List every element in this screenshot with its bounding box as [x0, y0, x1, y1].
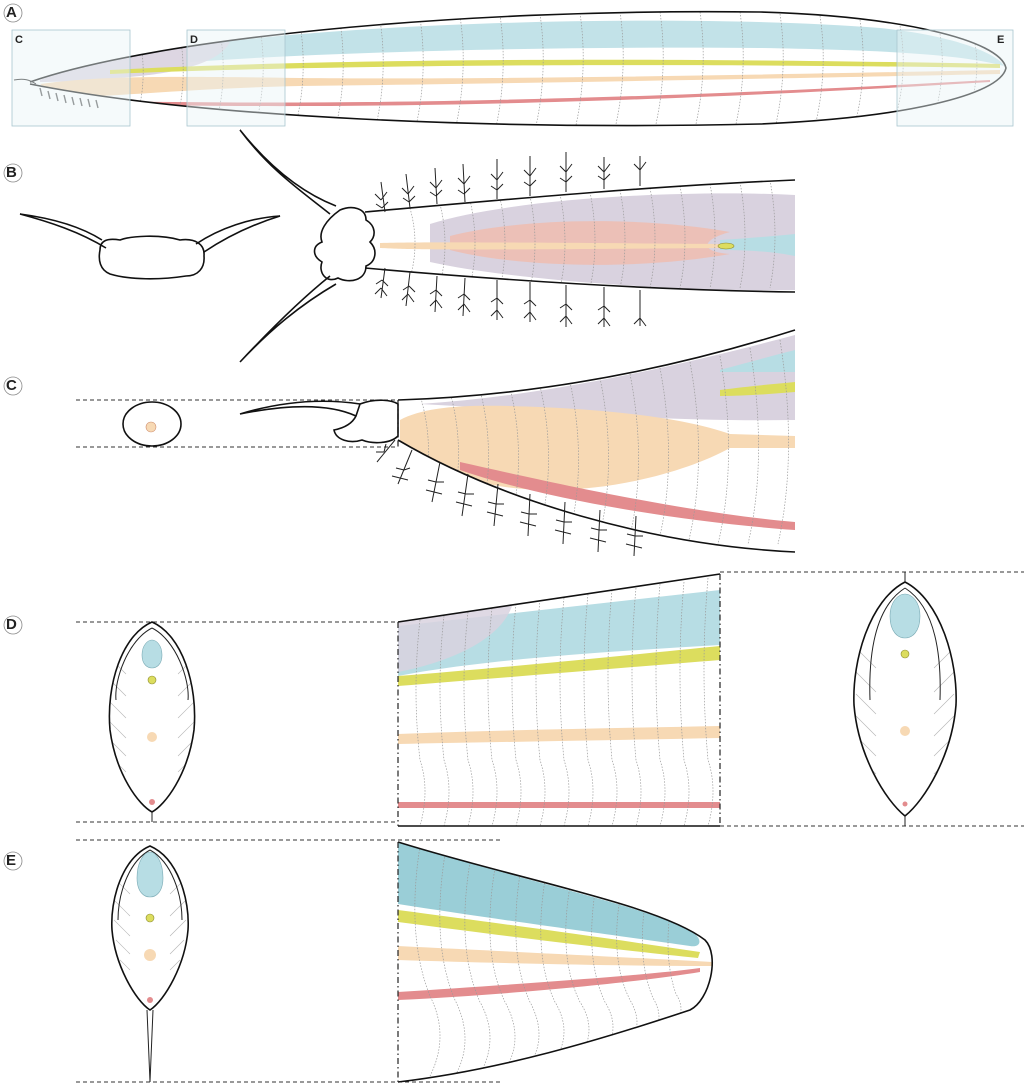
gut-a: [40, 70, 1000, 98]
inset-box-d: [186, 29, 286, 127]
head-region-d: [398, 604, 512, 672]
panel-label-a: A: [6, 4, 17, 21]
gut-section-d1: [147, 732, 157, 742]
gut-d: [398, 726, 720, 744]
gut-b: [380, 242, 720, 250]
fin-section-e: [136, 851, 164, 898]
fin-section-d2: [889, 593, 921, 639]
pharynx-b: [450, 221, 730, 265]
fin-d: [398, 590, 720, 676]
panel-c: C: [3, 329, 796, 557]
notochord-section-e: [145, 913, 155, 923]
panel-label-a-ring: [3, 3, 23, 23]
panel-label-c-ring: [3, 376, 23, 396]
notochord-d: [398, 646, 720, 686]
inset-box-label-e: E: [997, 34, 1004, 46]
fin-b: [720, 234, 795, 256]
gut-c: [400, 405, 795, 490]
lateral-view-mid: [397, 573, 721, 827]
fin-section-d1: [141, 639, 163, 669]
tentacle-upper-b: [239, 129, 337, 215]
dorsal-view-body: [239, 129, 796, 363]
head-region-c: [420, 335, 795, 421]
inset-box-label-d: D: [190, 34, 198, 46]
lateral-view-anterior: [239, 329, 796, 557]
ventral-spines-a: [39, 87, 99, 109]
notochord-e: [398, 910, 700, 958]
vessel-section-d1: [149, 799, 155, 805]
notochord-c: [720, 382, 795, 396]
whole-body-outline: [13, 10, 1007, 127]
head-capsule-b: [313, 206, 376, 282]
cross-section-d-posterior: [853, 572, 957, 826]
ventral-fin-spike-e: [146, 1009, 154, 1083]
panel-a: A: [3, 3, 1014, 127]
myomeres-d: [415, 577, 714, 826]
tentacle-lower-b: [239, 275, 337, 363]
notochord-tip-b: [717, 242, 735, 250]
fin-e: [398, 842, 700, 947]
panel-label-b-ring: [3, 163, 23, 183]
vessel-d: [398, 802, 720, 808]
gut-section-d2: [900, 726, 910, 736]
dorsal-fin-region: [190, 20, 1004, 66]
panel-label-d: D: [6, 616, 17, 633]
cross-section-c: [122, 401, 182, 447]
gut-section-e: [144, 949, 156, 961]
head-front-view: [19, 213, 281, 280]
panel-label-e-ring: [3, 851, 23, 871]
inset-box-c: [11, 29, 131, 127]
cross-section-d-anterior: [108, 621, 196, 822]
notochord-section-d2: [900, 649, 910, 659]
inset-box-label-c: C: [15, 34, 23, 46]
fin-c: [720, 350, 795, 372]
notochord-section-d1: [147, 675, 157, 685]
vessel-section-d2: [902, 801, 908, 807]
panel-label-c: C: [6, 377, 17, 394]
panel-b: B: [3, 129, 796, 363]
panel-e: E: [3, 839, 713, 1083]
lateral-view-tail: [397, 841, 713, 1083]
spines-lower-b: [374, 267, 647, 327]
gut-dot-c: [145, 421, 157, 433]
notochord-a: [110, 59, 1000, 74]
spines-c: [376, 439, 643, 557]
panel-d: D: [3, 571, 1024, 827]
vessel-c: [460, 462, 795, 530]
head-c: [333, 399, 399, 444]
spines-upper-b: [374, 152, 647, 213]
inset-box-e: [896, 29, 1014, 127]
gut-e: [398, 946, 712, 966]
vessel-section-e: [147, 997, 153, 1003]
cross-section-e: [111, 845, 189, 1083]
tentacle-a: [13, 78, 37, 85]
tentacle-c: [239, 400, 361, 417]
panel-label-e: E: [6, 852, 16, 869]
vessel-e: [398, 968, 700, 1000]
panel-label-b: B: [6, 164, 17, 181]
panel-label-d-ring: [3, 615, 23, 635]
